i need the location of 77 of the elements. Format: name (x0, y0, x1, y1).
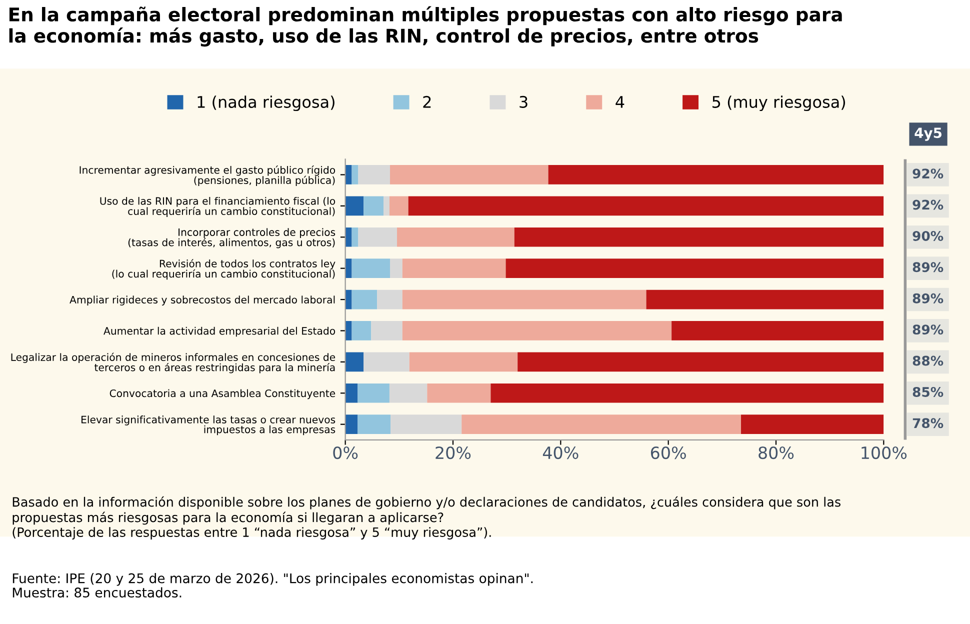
y-tick-label: Elevar significativamente las tasas o crear nuevos impuestos a las empresas (82, 416, 336, 436)
bar (345, 352, 364, 372)
bar (506, 258, 884, 278)
bar (390, 165, 548, 184)
legend-label: 2 (423, 96, 431, 108)
bar (390, 414, 462, 434)
y-tick-label: Incorporar controles de precios (tasas de interés, alimentos, gas u otros) (128, 228, 336, 248)
y-tick-label: Aumentar la actividad empresarial del Estado (104, 326, 336, 337)
bar (345, 290, 352, 310)
bar (358, 383, 390, 403)
bar (409, 352, 518, 372)
x-tick-label: 0% (333, 446, 358, 460)
bar (345, 383, 358, 403)
bar (390, 258, 402, 278)
y-tick-label: Legalizar la operación de mineros informales en concesiones de terceros o en áreas restringidas para la minería (11, 352, 336, 374)
y-tick-label: Incrementar agresivamente el gasto público rígido (pensiones, planilla pública) (80, 166, 336, 186)
bar (741, 414, 884, 434)
x-tick-label: 80% (758, 446, 794, 460)
bar (352, 321, 372, 340)
x-tick-label: 40% (542, 446, 578, 460)
bar (389, 196, 408, 216)
bar (427, 383, 491, 403)
bar (646, 290, 884, 310)
bar (514, 227, 884, 247)
text: 92% (912, 200, 944, 210)
legend-label: 3 (520, 96, 528, 108)
bar (364, 196, 384, 216)
text: 88% (912, 356, 944, 366)
x-tick-label: 100% (862, 446, 907, 460)
bar (345, 196, 364, 216)
bar (462, 414, 742, 434)
bar (371, 321, 402, 340)
bar (518, 352, 884, 372)
y-tick-label: Revisión de todos los contratos ley (lo cual requeriría un cambio constitucional) (112, 259, 336, 280)
bar (408, 196, 884, 216)
bar (345, 258, 352, 278)
chart-title: En la campaña electoral predominan múltiples propuestas con alto riesgo para la economía: más gasto, uso de las RIN, control de precios, entre otros (9, 6, 842, 47)
bar (490, 383, 884, 403)
bar (402, 290, 646, 310)
bar (345, 227, 352, 247)
bar (345, 321, 352, 340)
bar (358, 165, 390, 184)
text: Basado en la información disponible sobre los planes de gobierno y/o declaraciones de candidatos, ¿cuáles considera que son las propuestas más riesgosas para la economía si llegaran a aplicarse? (Porcentaje de las respuestas entre 1 “nada riesgosa” y 5 “muy riesgosa”). (12, 496, 840, 540)
bar (345, 165, 352, 184)
bar (352, 165, 358, 184)
bar (389, 383, 428, 403)
bar (352, 227, 358, 247)
bar (402, 258, 506, 278)
bar (364, 352, 410, 372)
y-tick-label: Uso de las RIN para el financiamiento fiscal (lo cual requeriría un cambio constitucional) (100, 196, 336, 217)
text: 78% (912, 418, 944, 428)
y-tick-label: Convocatoria a una Asamblea Constituyente (110, 389, 336, 400)
bar (358, 227, 397, 247)
text: 4y5 (914, 128, 942, 141)
text: 90% (912, 230, 944, 241)
bar (345, 414, 358, 434)
x-tick-label: 60% (650, 446, 686, 460)
text: 89% (912, 262, 944, 272)
text: 85% (912, 386, 944, 397)
text: 89% (912, 293, 944, 304)
bar (397, 227, 514, 247)
y-tick-label: Ampliar rigideces y sobrecostos del mercado laboral (70, 296, 335, 306)
text: 89% (912, 324, 944, 335)
bar (358, 414, 391, 434)
x-tick-label: 20% (436, 446, 471, 460)
bar (672, 321, 884, 340)
source-note: Fuente: IPE (20 y 25 de marzo de 2026). "Los principales economistas opinan". Muestra: 85 encuestados. (12, 573, 533, 598)
bar (384, 196, 390, 216)
text: 92% (912, 168, 944, 179)
bar (352, 290, 378, 310)
legend-label: 4 (616, 96, 624, 108)
legend-label: 1 (nada riesgosa) (198, 96, 334, 112)
bar (377, 290, 402, 310)
bar (352, 258, 390, 278)
bar (548, 165, 884, 184)
legend-label: 5 (muy riesgosa) (712, 96, 846, 112)
bar (402, 321, 672, 340)
